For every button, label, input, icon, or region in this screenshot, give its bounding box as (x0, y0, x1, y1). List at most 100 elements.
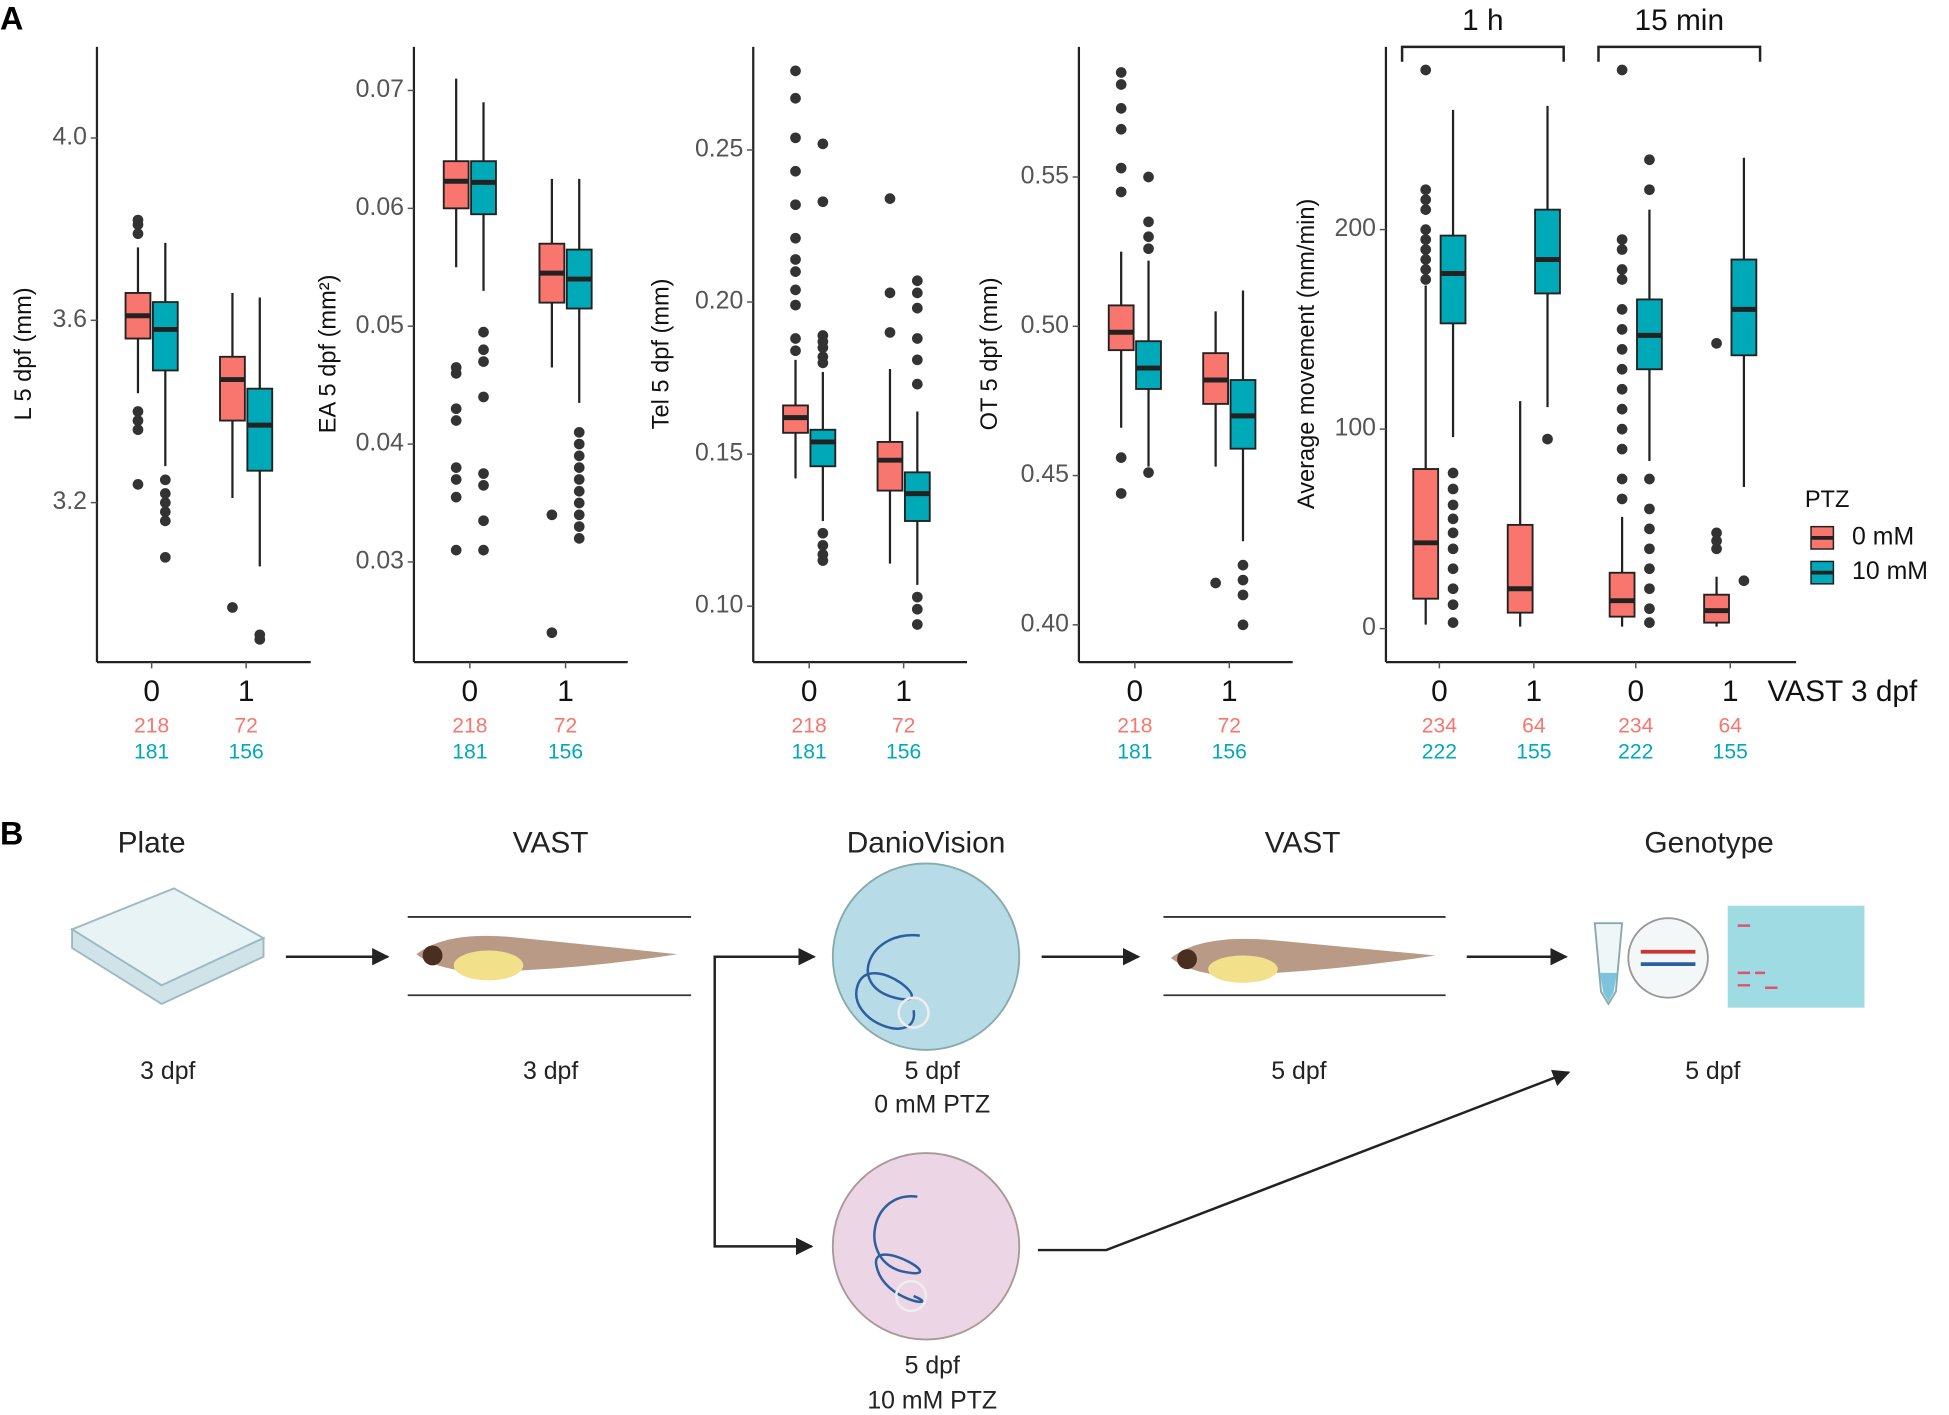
outlier (1542, 433, 1553, 445)
outlier (817, 196, 829, 208)
plate-side (71, 927, 265, 1006)
outlier (790, 132, 801, 144)
outlier (1616, 383, 1628, 395)
outlier (478, 356, 489, 367)
outlier (573, 474, 585, 485)
outlier (450, 368, 462, 379)
outlier (1711, 337, 1722, 349)
box (246, 387, 274, 472)
outlier (132, 219, 144, 230)
y-tick-label: 0.10 (695, 592, 743, 619)
panel-label: B (0, 816, 23, 852)
box (809, 428, 837, 468)
outlier (1644, 543, 1655, 555)
group-bracket (1597, 45, 1762, 62)
count-label: 234 (1422, 714, 1457, 737)
outlier (159, 551, 171, 563)
y-tick-label: 0.07 (356, 76, 404, 103)
outlier (790, 165, 801, 177)
outlier (478, 468, 489, 479)
outlier (1616, 493, 1628, 505)
outlier (478, 391, 489, 403)
gel-bands (1737, 924, 1778, 990)
y-tick-label: 3.2 (52, 488, 87, 515)
outlier (790, 299, 801, 311)
count-label: 218 (134, 714, 169, 737)
step-label: 0 mM PTZ (874, 1091, 990, 1118)
outlier (1616, 343, 1628, 355)
outlier (159, 506, 171, 518)
outlier (911, 354, 923, 366)
x-tick-label: 1 (557, 675, 574, 708)
tube-liquid (1599, 972, 1618, 1002)
outlier (1420, 184, 1432, 196)
x-tick-label: 1 (1526, 675, 1543, 708)
outlier (573, 521, 585, 532)
outlier (1447, 527, 1459, 539)
eye (1177, 949, 1197, 970)
outlier (1143, 216, 1154, 228)
y-tick-label: 0.06 (356, 194, 404, 221)
x-tick-label: 0 (1127, 675, 1144, 708)
larva-top (897, 996, 930, 1029)
x-tick-label: 0 (1627, 675, 1644, 708)
x-tick-label: 1 (1722, 675, 1739, 708)
x-tick-label: 1 (238, 675, 255, 708)
outlier (790, 254, 801, 265)
outlier (911, 302, 923, 314)
tube (1593, 922, 1624, 1006)
outlier (573, 509, 585, 521)
box (470, 160, 497, 216)
outlier (1420, 194, 1432, 206)
outlier (132, 424, 144, 436)
box (151, 301, 179, 372)
step-label: 3 dpf (523, 1058, 578, 1085)
panel-label: A (0, 0, 23, 36)
outlier (159, 488, 171, 499)
step-title: VAST (1265, 827, 1341, 860)
outlier (1143, 243, 1154, 255)
outlier (1644, 523, 1655, 535)
outlier (1115, 488, 1127, 499)
count-label: 222 (1422, 740, 1457, 763)
outlier (573, 426, 585, 438)
outlier (1420, 254, 1432, 265)
outlier (817, 342, 829, 353)
outlier (1644, 583, 1655, 595)
outlier (884, 193, 896, 204)
y-tick-label: 0.55 (1021, 163, 1069, 190)
group-label: 1 h (1462, 4, 1503, 37)
outlier (573, 462, 585, 473)
track (873, 1195, 924, 1304)
outlier (1143, 171, 1154, 183)
outlier (1616, 244, 1628, 255)
y-axis-title: OT 5 dpf (mm) (977, 277, 1003, 430)
well-10mM (831, 1152, 1021, 1341)
outlier (159, 474, 171, 486)
outlier (1115, 186, 1127, 198)
outlier (790, 232, 801, 244)
outlier (790, 65, 801, 77)
count-label: 155 (1516, 740, 1551, 763)
outlier (1711, 527, 1722, 539)
eye (422, 945, 443, 966)
y-tick-label: 0.25 (695, 136, 743, 163)
track (855, 933, 920, 1030)
y-tick-label: 0.45 (1021, 461, 1069, 488)
outlier (450, 415, 462, 426)
outlier (1420, 204, 1432, 215)
outlier (1644, 473, 1655, 485)
outlier (1447, 499, 1459, 511)
outlier (573, 533, 585, 544)
outlier (1616, 423, 1628, 435)
box (1412, 468, 1440, 600)
outlier (1616, 443, 1628, 455)
box (1506, 523, 1534, 614)
outlier (1420, 274, 1432, 285)
count-label: 72 (554, 714, 578, 737)
outlier (573, 497, 585, 509)
y-axis-title: Tel 5 dpf (mm) (649, 278, 675, 429)
outlier (790, 284, 801, 296)
